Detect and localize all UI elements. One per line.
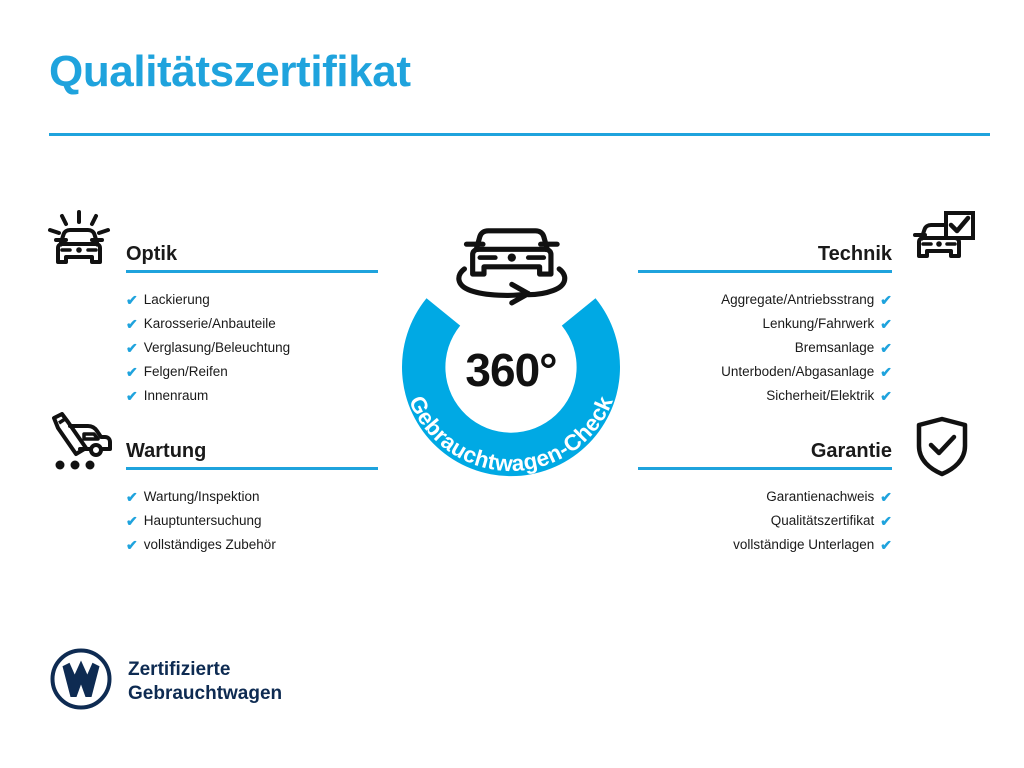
list-item-label: vollständiges Zubehör (143, 537, 276, 552)
list-item: vollständige Unterlagen ✔ (638, 533, 892, 557)
check-icon: ✔ (880, 513, 892, 529)
check-icon: ✔ (126, 489, 138, 505)
list-item: ✔ Verglasung/Beleuchtung (126, 336, 378, 360)
section-wartung-title: Wartung (126, 440, 207, 462)
check-icon: ✔ (880, 388, 892, 404)
list-item: Bremsanlage ✔ (638, 336, 892, 360)
section-optik-list: ✔ Lackierung ✔ Karosserie/Anbauteile ✔ V… (126, 288, 378, 408)
car-checkbox-icon (908, 210, 976, 277)
section-garantie: Garantie Garantienachweis ✔ Qualitätszer… (638, 438, 892, 557)
section-wartung: Wartung ✔ Wartung/Inspektion ✔ Hauptunte… (126, 438, 378, 557)
badge-360-check: Gebrauchtwagen-Check 360° (372, 197, 650, 487)
car-pencil-icon (46, 412, 114, 479)
list-item-label: Felgen/Reifen (143, 364, 228, 379)
vw-footer-line2: Gebrauchtwagen (128, 682, 283, 704)
list-item-label: Aggregate/Antriebsstrang (721, 292, 875, 307)
car-polish-icon (46, 210, 112, 281)
list-item-label: Lenkung/Fahrwerk (762, 316, 875, 331)
section-wartung-head: Wartung (126, 438, 378, 474)
list-item: ✔ Karosserie/Anbauteile (126, 312, 378, 336)
list-item-label: Lackierung (143, 292, 210, 307)
shield-check-icon (913, 416, 971, 483)
check-icon: ✔ (126, 388, 138, 404)
vw-footer: Zertifizierte Gebrauchtwagen (50, 648, 282, 715)
list-item: Aggregate/Antriebsstrang ✔ (638, 288, 892, 312)
vw-footer-text: Zertifizierte Gebrauchtwagen (128, 658, 282, 706)
list-item-label: Unterboden/Abgasanlage (721, 364, 875, 379)
check-icon: ✔ (126, 292, 138, 308)
section-technik-title: Technik (817, 243, 892, 265)
section-garantie-divider (638, 467, 892, 470)
list-item: Lenkung/Fahrwerk ✔ (638, 312, 892, 336)
check-icon: ✔ (880, 316, 892, 332)
vw-logo (50, 648, 112, 715)
list-item-label: Bremsanlage (794, 340, 875, 355)
list-item-label: vollständige Unterlagen (733, 537, 875, 552)
list-item: ✔ Wartung/Inspektion (126, 485, 378, 509)
list-item: Qualitätszertifikat ✔ (638, 509, 892, 533)
section-technik-head: Technik (638, 241, 892, 277)
list-item: ✔ vollständiges Zubehör (126, 533, 378, 557)
list-item: Unterboden/Abgasanlage ✔ (638, 360, 892, 384)
check-icon: ✔ (126, 364, 138, 380)
section-garantie-list: Garantienachweis ✔ Qualitätszertifikat ✔… (638, 485, 892, 557)
check-icon: ✔ (880, 489, 892, 505)
check-icon: ✔ (126, 340, 138, 356)
list-item: ✔ Felgen/Reifen (126, 360, 378, 384)
check-icon: ✔ (880, 537, 892, 553)
list-item-label: Innenraum (143, 388, 209, 403)
check-icon: ✔ (126, 513, 138, 529)
list-item: Garantienachweis ✔ (638, 485, 892, 509)
section-optik: Optik ✔ Lackierung ✔ Karosserie/Anbautei… (126, 241, 378, 408)
section-optik-head: Optik (126, 241, 378, 277)
page-title: Qualitätszertifikat (49, 47, 411, 96)
badge-center-label: 360° (465, 344, 557, 396)
list-item: Sicherheit/Elektrik ✔ (638, 384, 892, 408)
section-garantie-title: Garantie (810, 440, 892, 462)
list-item: ✔ Innenraum (126, 384, 378, 408)
list-item-label: Garantienachweis (766, 489, 875, 504)
car-rotate-icon (456, 228, 568, 306)
check-icon: ✔ (126, 537, 138, 553)
section-wartung-list: ✔ Wartung/Inspektion ✔ Hauptuntersuchung… (126, 485, 378, 557)
section-technik-divider (638, 270, 892, 273)
list-item-label: Verglasung/Beleuchtung (143, 340, 291, 355)
vw-footer-line1: Zertifizierte (128, 658, 231, 680)
section-optik-title: Optik (126, 243, 178, 265)
section-garantie-head: Garantie (638, 438, 892, 474)
section-technik-list: Aggregate/Antriebsstrang ✔ Lenkung/Fahrw… (638, 288, 892, 408)
check-icon: ✔ (880, 292, 892, 308)
section-wartung-divider (126, 467, 378, 470)
check-icon: ✔ (880, 364, 892, 380)
list-item-label: Wartung/Inspektion (143, 489, 260, 504)
list-item-label: Hauptuntersuchung (143, 513, 262, 528)
section-optik-divider (126, 270, 378, 273)
list-item-label: Qualitätszertifikat (770, 513, 875, 528)
badge-ring (402, 298, 620, 477)
list-item-label: Sicherheit/Elektrik (766, 388, 875, 403)
check-icon: ✔ (880, 340, 892, 356)
list-item: ✔ Hauptuntersuchung (126, 509, 378, 533)
section-technik: Technik Aggregate/Antriebsstrang ✔ Lenku… (638, 241, 892, 408)
title-divider (49, 133, 990, 136)
list-item-label: Karosserie/Anbauteile (143, 316, 276, 331)
list-item: ✔ Lackierung (126, 288, 378, 312)
check-icon: ✔ (126, 316, 138, 332)
